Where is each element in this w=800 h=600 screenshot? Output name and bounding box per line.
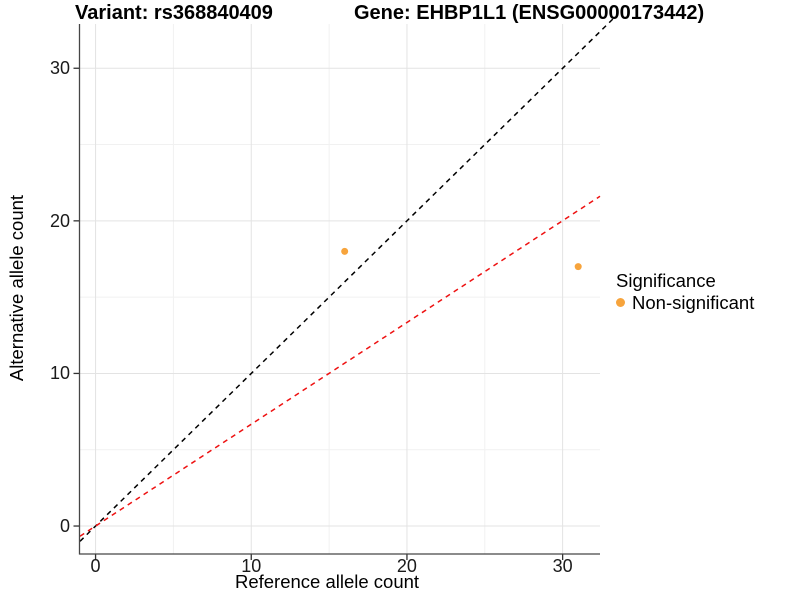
legend-title: Significance [616,270,716,291]
data-point [574,263,582,271]
y-axis-title: Alternative allele count [6,194,27,382]
legend: Significance Non-significant [616,270,754,312]
x-tick-label: 0 [90,556,101,576]
x-tick-label: 10 [241,556,262,576]
x-axis-title: Reference allele count [234,571,420,592]
plot-title-variant: Variant: rs368840409 [75,2,273,24]
y-tick-label: 20 [49,210,70,231]
legend-item-non-significant: Non-significant [616,293,754,312]
x-tick-label: 30 [552,556,573,576]
legend-point-icon [616,298,625,307]
plot-title-gene: Gene: EHBP1L1 (ENSG00000173442) [354,2,705,24]
y-tick-label: 10 [49,363,70,384]
ratio-line [79,195,601,537]
y-tick-label: 0 [59,516,70,537]
identity-line [79,17,615,542]
y-tick-label: 30 [49,58,70,79]
legend-item-label: Non-significant [632,292,755,313]
data-point [341,247,349,255]
x-tick-label: 20 [396,556,417,576]
